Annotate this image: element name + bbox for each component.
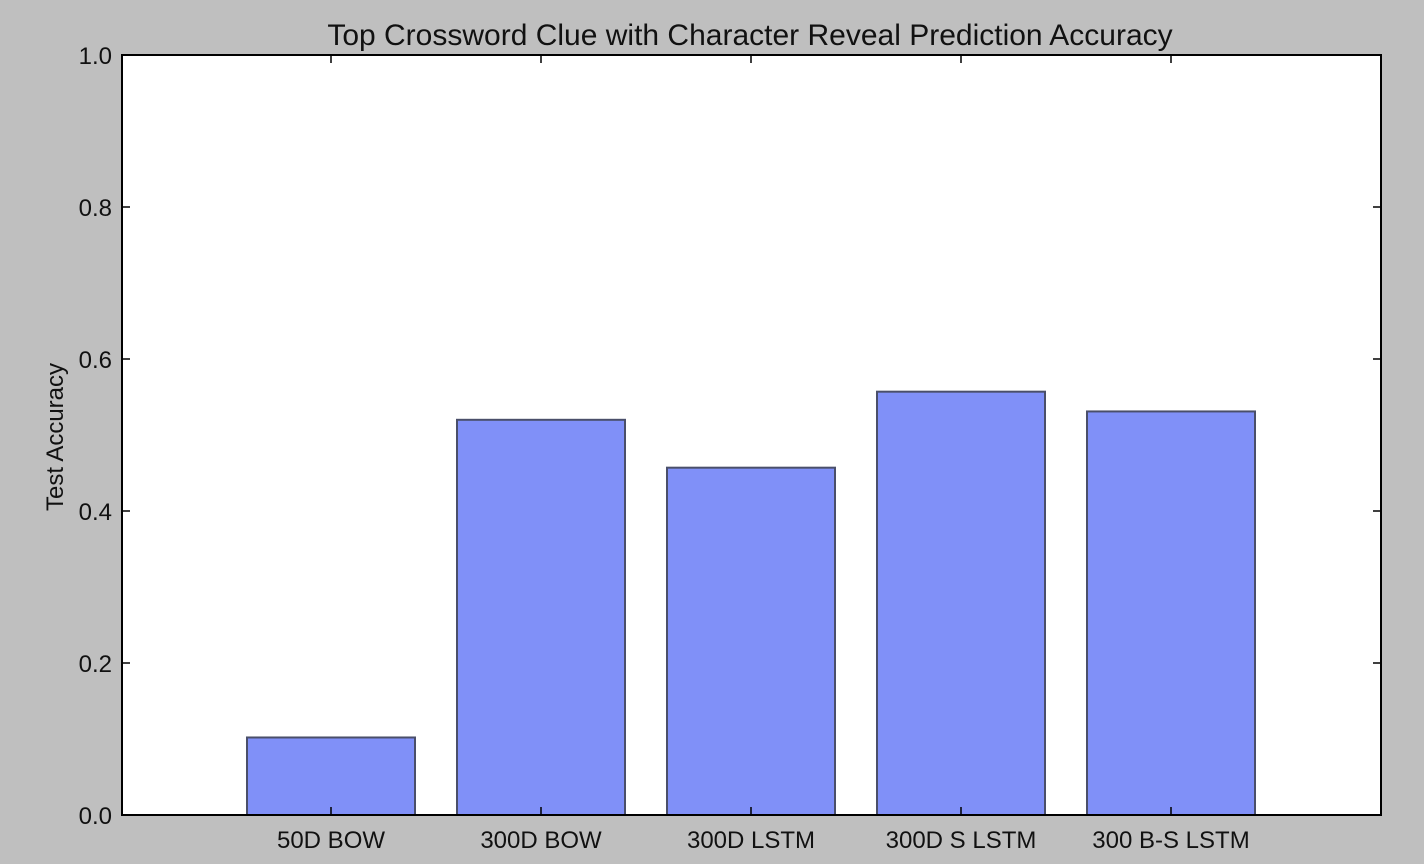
x-tick-label: 300 B-S LSTM: [1092, 827, 1249, 854]
bar-0: [246, 736, 416, 816]
bar-4: [1086, 410, 1256, 816]
bar-1: [456, 418, 626, 816]
bar-3: [876, 390, 1046, 816]
y-tick-label: 0.2: [79, 651, 112, 678]
x-tick-label: 300D LSTM: [687, 827, 815, 854]
ticks-group: 50D BOW 300D BOW 300D LSTM 300D S LSTM 300 B…: [79, 43, 1381, 854]
bars-group: [246, 390, 1256, 816]
x-tick-label: 300D S LSTM: [886, 827, 1037, 854]
y-tick-label: 1.0: [79, 43, 112, 70]
plot-frame: [121, 54, 1382, 816]
x-tick-label: 50D BOW: [277, 827, 385, 854]
bar-2: [666, 466, 836, 816]
x-tick-label: 300D BOW: [480, 827, 602, 854]
y-axis-label: Test Accuracy: [42, 363, 69, 511]
y-tick-label: 0.0: [79, 803, 112, 830]
y-tick-label: 0.4: [79, 499, 112, 526]
y-tick-label: 0.6: [79, 347, 112, 374]
chart-title: Top Crossword Clue with Character Reveal…: [327, 19, 1172, 52]
y-tick-label: 0.8: [79, 195, 112, 222]
